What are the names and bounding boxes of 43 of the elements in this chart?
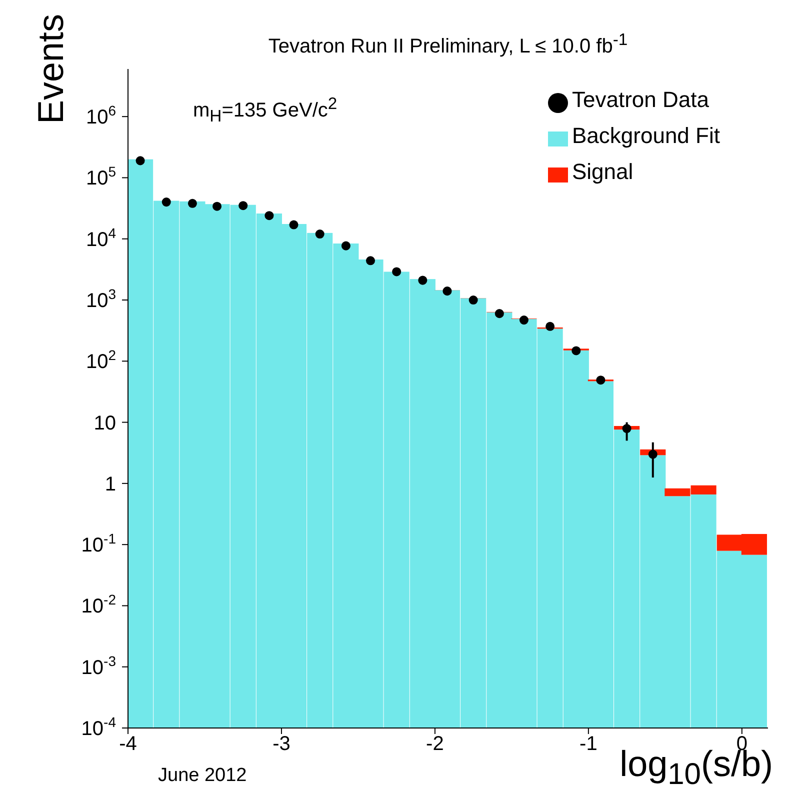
point: [366, 256, 376, 266]
point: [238, 201, 248, 210]
x-tick-label: -4: [119, 733, 137, 756]
point: [648, 450, 658, 459]
point: [546, 322, 555, 331]
chart-title: Tevatron Run II Preliminary, L ≤ 10.0 fb$^{-1}$: [267, 30, 629, 59]
legend-label: Signal: [572, 159, 634, 184]
y-tick-label: 10$^{4}$: [86, 224, 116, 251]
y-tick-label: 10$^{6}$: [86, 102, 116, 129]
point: [264, 211, 274, 220]
point: [289, 220, 298, 230]
y-tick-label: 10$^{-3}$: [81, 652, 116, 679]
point: [315, 230, 324, 239]
point: [188, 198, 197, 208]
y-tick-label: 10$^{2}$: [86, 347, 116, 374]
y-tick-label: 10$^{3}$: [86, 286, 116, 312]
y-axis-title: Events: [30, 14, 71, 124]
point: [596, 376, 606, 385]
point: [212, 202, 222, 211]
point: [494, 309, 504, 318]
y-tick-label: 10: [94, 412, 116, 434]
y-tick-label: 1: [104, 473, 116, 496]
x-tick-label: -1: [580, 733, 598, 756]
y-tick-label: 10$^{5}$: [86, 164, 116, 190]
point: [392, 267, 402, 276]
point: [162, 198, 171, 207]
y-tick-label: 10$^{-4}$: [81, 714, 116, 740]
point: [468, 296, 478, 305]
x-tick-label: -3: [272, 733, 290, 756]
point: [136, 156, 145, 166]
legend-label: Tevatron Data: [572, 87, 709, 112]
annotation: m$_{H}$=135 GeV/c$^{2}$: [193, 94, 338, 127]
y-tick-label: 10$^{-2}$: [81, 592, 116, 618]
point: [418, 276, 428, 285]
legend-label: Background Fit: [572, 123, 720, 148]
text: June 2012: [158, 765, 247, 787]
y-tick-label: 10$^{-1}$: [81, 530, 116, 557]
point: [341, 241, 350, 250]
point: [519, 316, 528, 325]
point: [622, 424, 632, 434]
point: [572, 346, 581, 356]
point: [442, 286, 452, 296]
x-tick-label: -2: [426, 733, 444, 756]
